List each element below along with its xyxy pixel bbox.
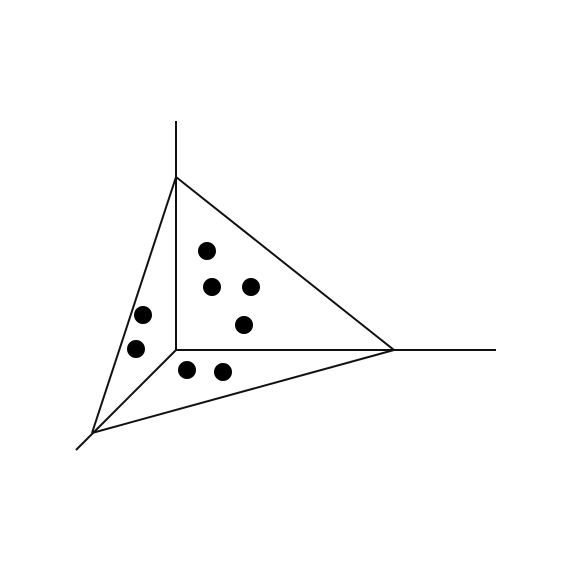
point-dot (134, 306, 152, 324)
triangle-edge-left-to-top (91, 176, 177, 434)
triangle-edge-right-to-left (91, 349, 395, 434)
triangle-edge-top-to-right (175, 176, 395, 351)
point-dot (203, 278, 221, 296)
point-dot (178, 361, 196, 379)
point-dot (242, 278, 260, 296)
point-dot (235, 316, 253, 334)
triangle-edges-group (91, 176, 395, 434)
point-dot (198, 242, 216, 260)
point-dot (214, 363, 232, 381)
dots-group (127, 242, 260, 381)
point-dot (127, 340, 145, 358)
